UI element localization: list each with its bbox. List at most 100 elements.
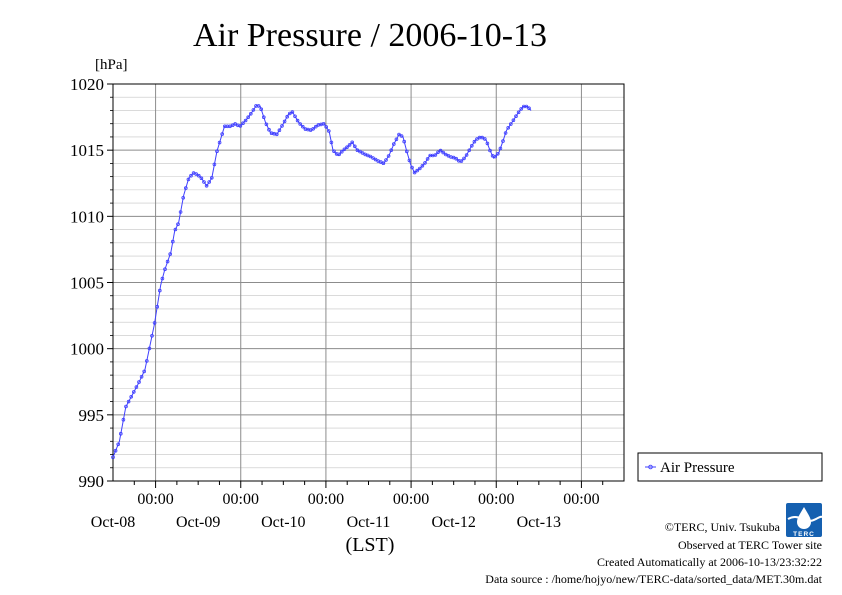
data-point xyxy=(498,146,503,151)
x-tick-date-label: Oct-12 xyxy=(431,514,475,531)
data-point xyxy=(280,124,284,128)
data-point xyxy=(243,118,248,123)
data-point xyxy=(264,122,269,127)
data-point xyxy=(293,114,297,119)
data-point xyxy=(420,164,425,168)
footer: ©TERC, Univ. Tsukuba Observed at TERC To… xyxy=(485,520,822,586)
data-point xyxy=(342,147,347,152)
y-axis: 990 995 1000 1005 1010 1015 1020 xyxy=(70,75,113,491)
data-point xyxy=(472,139,477,144)
data-point xyxy=(158,288,162,293)
data-point xyxy=(501,139,505,143)
data-point xyxy=(404,149,409,154)
data-point xyxy=(386,154,391,158)
y-tick-label: 1015 xyxy=(70,141,104,160)
data-point xyxy=(397,132,401,137)
data-point xyxy=(321,122,326,126)
data-point xyxy=(290,110,295,114)
data-point xyxy=(415,168,420,173)
data-point xyxy=(485,141,490,146)
data-point xyxy=(493,154,498,159)
data-point xyxy=(339,149,344,154)
x-tick-date-label: Oct-10 xyxy=(261,514,305,531)
data-point xyxy=(181,196,186,200)
legend-box xyxy=(637,452,823,482)
footer-copyright: ©TERC, Univ. Tsukuba xyxy=(665,520,781,534)
data-point xyxy=(152,321,157,325)
data-point xyxy=(251,108,256,112)
data-point xyxy=(220,132,225,136)
data-point xyxy=(384,158,388,162)
data-point xyxy=(204,184,209,188)
data-point xyxy=(176,222,180,227)
data-point xyxy=(464,153,469,157)
data-point xyxy=(124,404,128,409)
data-point xyxy=(389,148,394,153)
data-point xyxy=(508,122,513,126)
data-point xyxy=(199,176,204,181)
x-tick-date-label: Oct-11 xyxy=(347,514,391,531)
data-point xyxy=(282,119,287,124)
data-point xyxy=(189,173,193,178)
data-point xyxy=(394,137,399,142)
data-point xyxy=(142,369,147,374)
data-point xyxy=(438,148,443,153)
data-point xyxy=(441,150,446,155)
data-point xyxy=(287,111,292,116)
data-point xyxy=(482,137,487,141)
x-axis: 00:00Oct-0800:00Oct-0900:00Oct-1000:00Oc… xyxy=(91,481,604,531)
data-point xyxy=(311,127,316,131)
y-axis-unit: [hPa] xyxy=(95,57,128,73)
x-tick-date-label: Oct-13 xyxy=(517,514,561,531)
footer-observed: Observed at TERC Tower site xyxy=(678,538,822,552)
data-point xyxy=(134,385,139,389)
legend-swatch-marker xyxy=(648,464,653,470)
data-point xyxy=(155,304,160,309)
y-tick-label: 1020 xyxy=(70,75,104,94)
data-point xyxy=(469,144,474,148)
data-point xyxy=(425,157,430,161)
data-point xyxy=(215,149,219,154)
data-point xyxy=(527,106,531,110)
data-point xyxy=(524,104,529,109)
x-tick-date-label: Oct-08 xyxy=(91,514,135,531)
footer-created: Created Automatically at 2006-10-13/23:3… xyxy=(597,555,822,569)
data-point xyxy=(368,154,373,159)
data-point xyxy=(298,122,303,126)
data-point xyxy=(119,431,123,436)
y-tick-label: 1000 xyxy=(70,340,104,359)
x-tick-time-label: 00:00 xyxy=(393,491,429,508)
data-point xyxy=(467,148,472,153)
data-point xyxy=(274,132,279,137)
data-point xyxy=(412,170,417,175)
data-point xyxy=(295,118,300,123)
data-point xyxy=(399,134,404,138)
data-point xyxy=(173,227,178,232)
data-point xyxy=(373,157,378,162)
data-point xyxy=(381,161,386,166)
x-tick-time-label: 00:00 xyxy=(478,491,514,508)
data-point xyxy=(277,128,282,133)
data-point xyxy=(256,104,261,108)
data-point xyxy=(459,159,464,163)
data-point xyxy=(462,156,466,161)
data-point xyxy=(495,152,500,156)
data-point xyxy=(160,276,165,281)
data-point xyxy=(514,114,518,118)
data-point xyxy=(506,126,511,130)
data-point xyxy=(210,176,214,180)
data-point xyxy=(165,259,170,264)
data-point xyxy=(184,186,188,190)
data-point xyxy=(246,115,251,119)
y-tick-label: 1010 xyxy=(70,207,104,226)
footer-source: Data source : /home/hojyo/new/TERC-data/… xyxy=(485,572,822,586)
data-point xyxy=(121,417,126,422)
data-point xyxy=(371,156,375,160)
y-tick-label: 1005 xyxy=(70,274,104,293)
data-point xyxy=(139,374,144,379)
data-point xyxy=(249,112,253,116)
x-tick-time-label: 00:00 xyxy=(223,491,259,508)
x-axis-label: (LST) xyxy=(346,534,395,556)
data-point xyxy=(129,394,134,399)
